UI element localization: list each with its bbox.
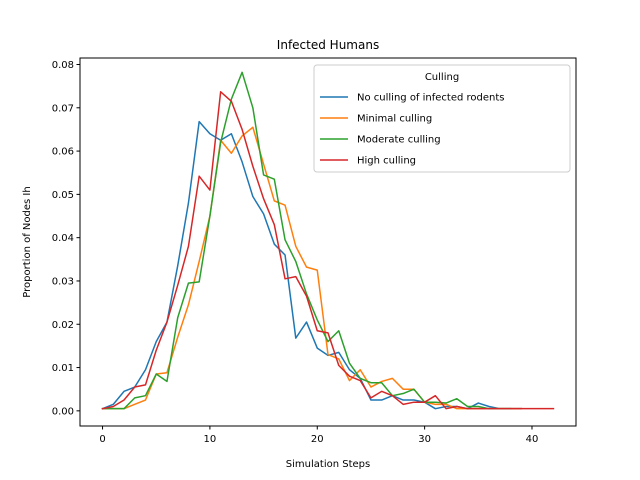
legend-label: No culling of infected rodents [357, 93, 505, 104]
legend-label: High culling [357, 156, 416, 167]
y-tick-label: 0.05 [52, 190, 74, 201]
y-tick-label: 0.02 [52, 320, 74, 331]
legend-label: Minimal culling [357, 114, 432, 125]
x-axis: 0 10 20 30 40 [99, 426, 538, 445]
y-tick-label: 0.01 [52, 363, 74, 374]
series-line-3 [101, 71, 512, 410]
legend-title: Culling [425, 72, 459, 83]
legend: Culling No culling of infected rodents Mi… [313, 64, 571, 173]
x-axis-title: Simulation Steps [286, 459, 370, 470]
y-tick-label: 0.03 [52, 276, 74, 287]
axes-frame [79, 57, 577, 427]
legend-items: No culling of infected rodents Minimal cu… [320, 93, 505, 167]
y-tick-label: 0.00 [52, 406, 74, 417]
x-tick-label: 10 [204, 434, 217, 445]
y-axis-title: Proportion of Nodes Ih [22, 186, 33, 297]
x-tick-label: 20 [311, 434, 324, 445]
x-tick-label: 40 [526, 434, 539, 445]
legend-label: Moderate culling [357, 135, 441, 146]
legend-box [313, 64, 571, 173]
x-tick-label: 0 [99, 434, 105, 445]
chart-title: Infected Humans [277, 38, 379, 52]
series-line-4 [101, 91, 555, 410]
y-tick-label: 0.06 [52, 147, 74, 158]
plot-area [101, 71, 555, 410]
y-tick-label: 0.08 [52, 60, 74, 71]
y-tick-label: 0.07 [52, 103, 74, 114]
series-line-2 [101, 126, 522, 410]
x-tick-label: 30 [418, 434, 431, 445]
y-axis: 0.00 0.01 0.02 0.03 0.04 0.05 0.06 0.07 0.08 [52, 60, 80, 417]
y-tick-label: 0.04 [52, 233, 74, 244]
